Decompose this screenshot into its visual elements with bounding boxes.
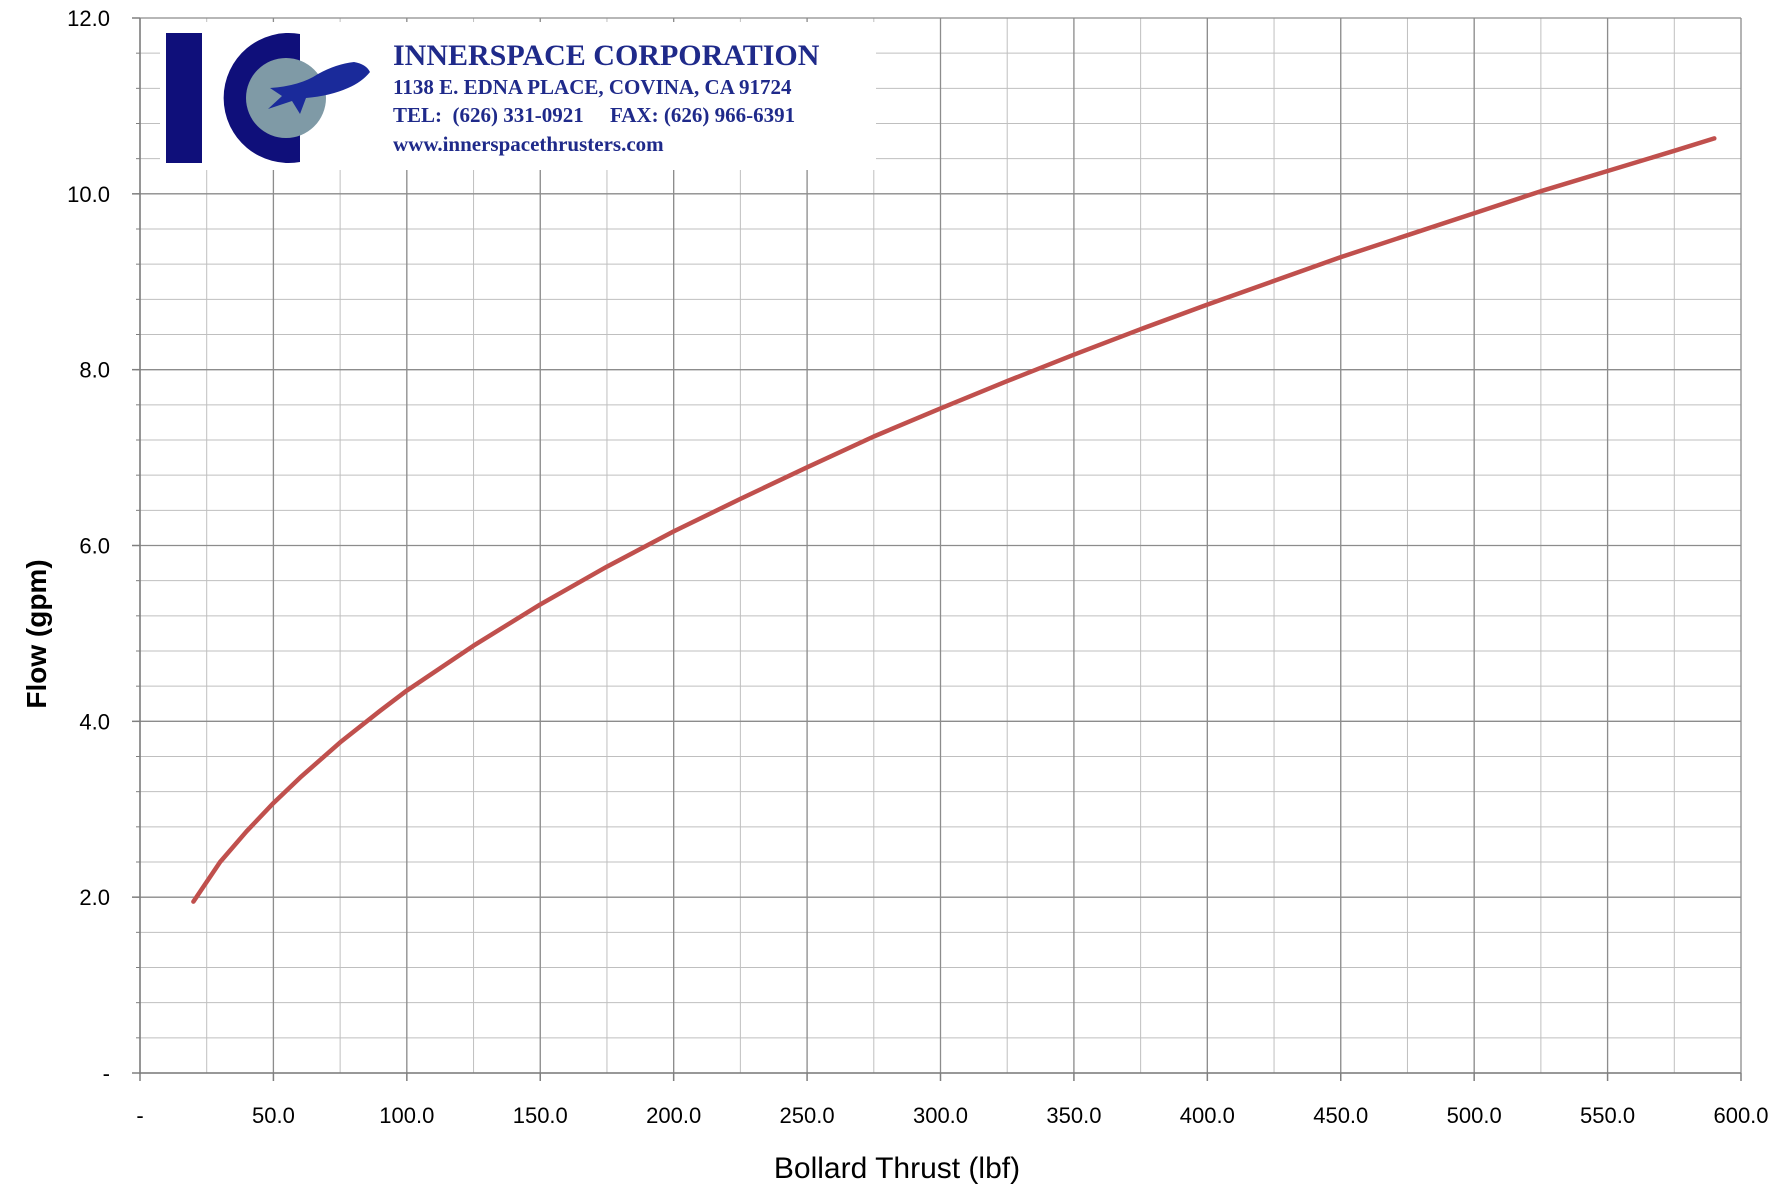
y-tick-label: 10.0 [67, 182, 110, 207]
logo-letter-i [166, 33, 202, 163]
x-tick-label: 200.0 [646, 1103, 701, 1128]
logo-company-name: INNERSPACE CORPORATION [393, 39, 820, 72]
x-tick-label: 250.0 [780, 1103, 835, 1128]
x-tick-label: 450.0 [1313, 1103, 1368, 1128]
x-tick-label: - [136, 1103, 143, 1128]
logo-address: 1138 E. EDNA PLACE, COVINA, CA 91724 [393, 75, 792, 99]
x-axis-title: Bollard Thrust (lbf) [774, 1152, 1020, 1185]
x-tick-label: 400.0 [1180, 1103, 1235, 1128]
y-tick-label: 2.0 [79, 885, 110, 910]
company-logo: INNERSPACE CORPORATION 1138 E. EDNA PLAC… [160, 22, 876, 170]
x-tick-labels: - 50.0 100.0 150.0 200.0 250.0 300.0 350.0 400.0… [136, 1103, 1768, 1128]
x-tick-label: 350.0 [1046, 1103, 1101, 1128]
axes [132, 17, 1742, 1081]
x-tick-label: 100.0 [379, 1103, 434, 1128]
logo-thruster-icon [268, 62, 370, 114]
logo-website: www.innerspacethrusters.com [393, 132, 664, 156]
y-axis-title: Flow (gpm) [21, 559, 52, 708]
logo-emblem [166, 32, 370, 164]
x-tick-label: 600.0 [1713, 1103, 1768, 1128]
y-tick-label: 4.0 [79, 709, 110, 734]
grid-major [139, 17, 1742, 1074]
x-tick-label: 150.0 [513, 1103, 568, 1128]
x-tick-label: 550.0 [1580, 1103, 1635, 1128]
y-tick-label: 6.0 [79, 534, 110, 559]
x-tick-label: 50.0 [252, 1103, 295, 1128]
y-tick-labels: - 2.0 4.0 6.0 8.0 10.0 12.0 [67, 6, 110, 1086]
x-tick-label: 500.0 [1447, 1103, 1502, 1128]
logo-letter-c [223, 32, 300, 164]
x-tick-label: 300.0 [913, 1103, 968, 1128]
y-tick-label: 12.0 [67, 6, 110, 31]
logo-phone-fax: TEL: (626) 331-0921 FAX: (626) 966-6391 [393, 103, 795, 127]
series-layer [191, 136, 1717, 904]
y-tick-label: - [103, 1061, 110, 1086]
y-tick-label: 8.0 [79, 358, 110, 383]
series-line [191, 136, 1717, 904]
